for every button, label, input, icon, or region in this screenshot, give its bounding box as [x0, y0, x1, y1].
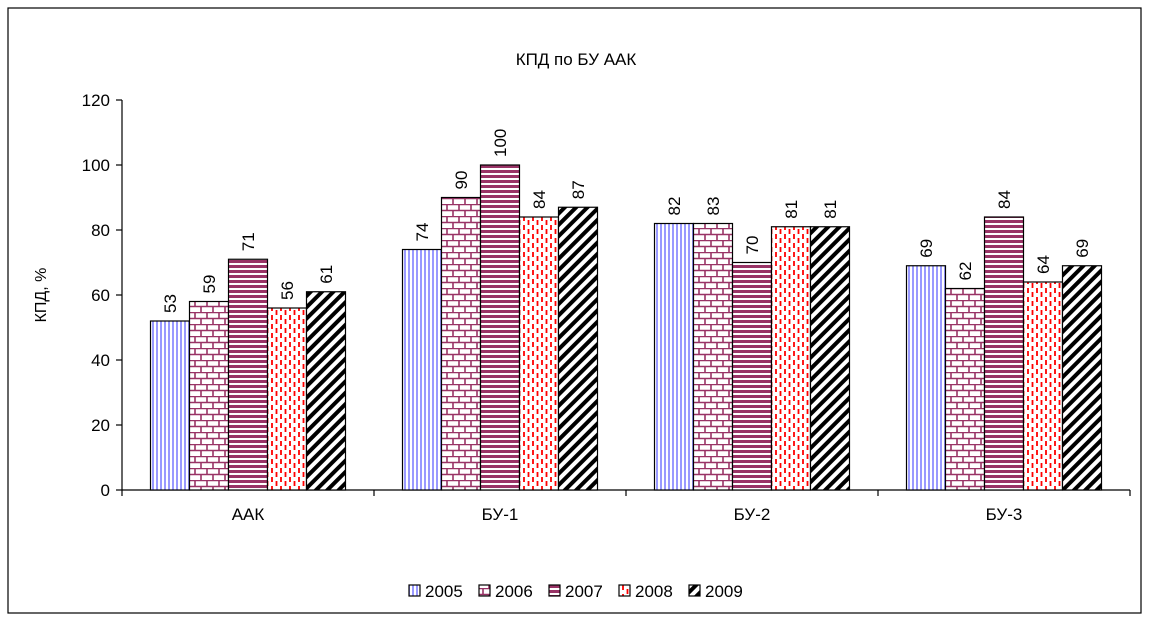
data-label: 82 — [665, 197, 684, 216]
y-axis-label: КПД, % — [33, 268, 50, 323]
legend-label: 2008 — [635, 582, 673, 601]
legend-swatch — [548, 584, 561, 597]
bar — [692, 222, 734, 491]
legend-label: 2005 — [425, 582, 463, 601]
bar — [983, 216, 1025, 491]
bar — [809, 226, 851, 491]
data-label: 53 — [161, 294, 180, 313]
bar — [188, 300, 230, 491]
data-label: 84 — [995, 190, 1014, 209]
y-tick-label: 20 — [91, 416, 110, 435]
legend-label: 2009 — [705, 582, 743, 601]
data-label: 69 — [1073, 239, 1092, 258]
data-label: 59 — [200, 275, 219, 294]
y-tick-label: 60 — [91, 286, 110, 305]
y-tick-label: 100 — [82, 156, 110, 175]
bar — [1061, 265, 1103, 491]
bar — [518, 216, 560, 491]
bar — [1022, 281, 1064, 491]
data-label: 64 — [1034, 255, 1053, 274]
legend-swatch — [688, 584, 701, 597]
data-label: 71 — [239, 232, 258, 251]
legend: 2005 2006 2007 2008 2009 — [408, 582, 743, 601]
bar — [227, 258, 269, 491]
x-tick-label: БУ-1 — [482, 505, 519, 524]
bar — [944, 287, 986, 491]
bar — [266, 307, 308, 491]
bar — [479, 164, 521, 491]
legend-swatch — [618, 584, 631, 597]
bars — [149, 164, 1103, 491]
bar — [305, 291, 347, 491]
data-label: 87 — [569, 180, 588, 199]
x-tick-label: БУ-2 — [734, 505, 771, 524]
y-tick-label: 0 — [101, 481, 110, 500]
legend-swatch — [478, 584, 491, 597]
y-tick-label: 80 — [91, 221, 110, 240]
bar — [149, 320, 191, 491]
x-tick-label: БУ-3 — [986, 505, 1023, 524]
data-label: 100 — [491, 129, 510, 157]
data-label: 74 — [413, 223, 432, 242]
chart-title: КПД по БУ ААК — [516, 50, 637, 69]
data-label: 83 — [704, 197, 723, 216]
bar — [905, 265, 947, 491]
data-label: 81 — [782, 200, 801, 219]
bar — [557, 206, 599, 491]
legend-label: 2006 — [495, 582, 533, 601]
data-label: 81 — [821, 200, 840, 219]
data-label: 62 — [956, 262, 975, 281]
y-tick-label: 40 — [91, 351, 110, 370]
data-label: 56 — [278, 281, 297, 300]
legend-swatch — [408, 584, 421, 597]
data-label: 90 — [452, 171, 471, 190]
data-label: 70 — [743, 236, 762, 255]
legend-label: 2007 — [565, 582, 603, 601]
bar — [653, 222, 695, 491]
bar — [401, 248, 443, 491]
bar — [770, 226, 812, 491]
bar — [731, 261, 773, 491]
data-labels: 53 59 71 56 61 74 90 100 84 87 82 83 70 81 81 69 62 84 64 6… — [161, 129, 1092, 313]
data-label: 61 — [317, 265, 336, 284]
y-tick-label: 120 — [82, 91, 110, 110]
x-tick-label: ААК — [232, 505, 265, 524]
data-label: 84 — [530, 190, 549, 209]
data-label: 69 — [917, 239, 936, 258]
bar — [440, 196, 482, 491]
